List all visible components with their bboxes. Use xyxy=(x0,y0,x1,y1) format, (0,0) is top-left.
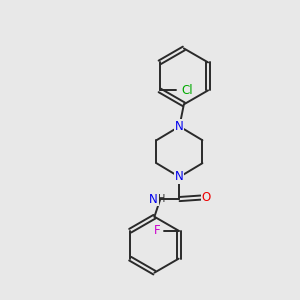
Text: O: O xyxy=(201,191,211,204)
Text: N: N xyxy=(175,170,184,184)
Text: N: N xyxy=(175,120,184,133)
Text: H: H xyxy=(158,194,165,204)
Text: F: F xyxy=(154,224,161,237)
Text: Cl: Cl xyxy=(181,84,193,97)
Text: N: N xyxy=(149,193,158,206)
